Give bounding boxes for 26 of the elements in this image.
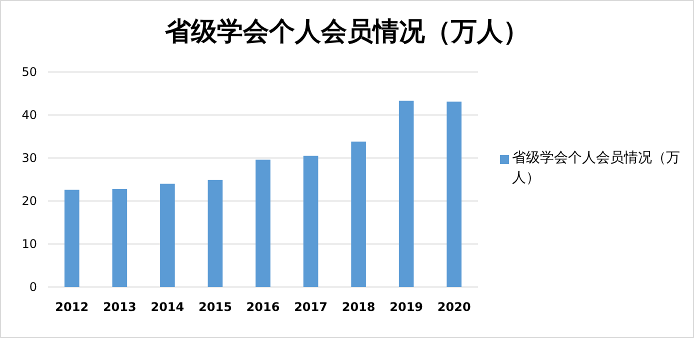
bar	[64, 190, 80, 287]
x-tick-label: 2017	[294, 300, 328, 314]
x-tick-label: 2020	[437, 300, 471, 314]
bar	[351, 142, 366, 287]
bar	[160, 184, 175, 287]
x-tick-label: 2013	[102, 300, 136, 314]
y-tick-label: 50	[22, 65, 37, 79]
bar	[398, 100, 414, 287]
bar	[208, 180, 223, 287]
bar	[112, 188, 128, 287]
title: 省级学会个人会员情况（万人）	[165, 17, 529, 47]
y-tick-label: 0	[29, 280, 37, 294]
bar	[446, 102, 462, 287]
legend-label: 省级学会个人会员情况（万人）	[512, 149, 681, 188]
x-tick-label: 2014	[150, 300, 184, 314]
y-tick-label: 10	[22, 237, 37, 251]
x-tick-label: 2018	[342, 300, 376, 314]
bar	[303, 156, 318, 287]
y-tick-label: 20	[22, 194, 37, 208]
x-tick-label: 2015	[198, 300, 232, 314]
y-tick-label: 40	[22, 108, 37, 122]
x-tick-label: 2012	[55, 300, 89, 314]
y-tick-label: 30	[22, 151, 37, 165]
x-tick-label: 2019	[390, 300, 424, 314]
bar	[256, 160, 270, 287]
x-tick-label: 2016	[246, 300, 280, 314]
